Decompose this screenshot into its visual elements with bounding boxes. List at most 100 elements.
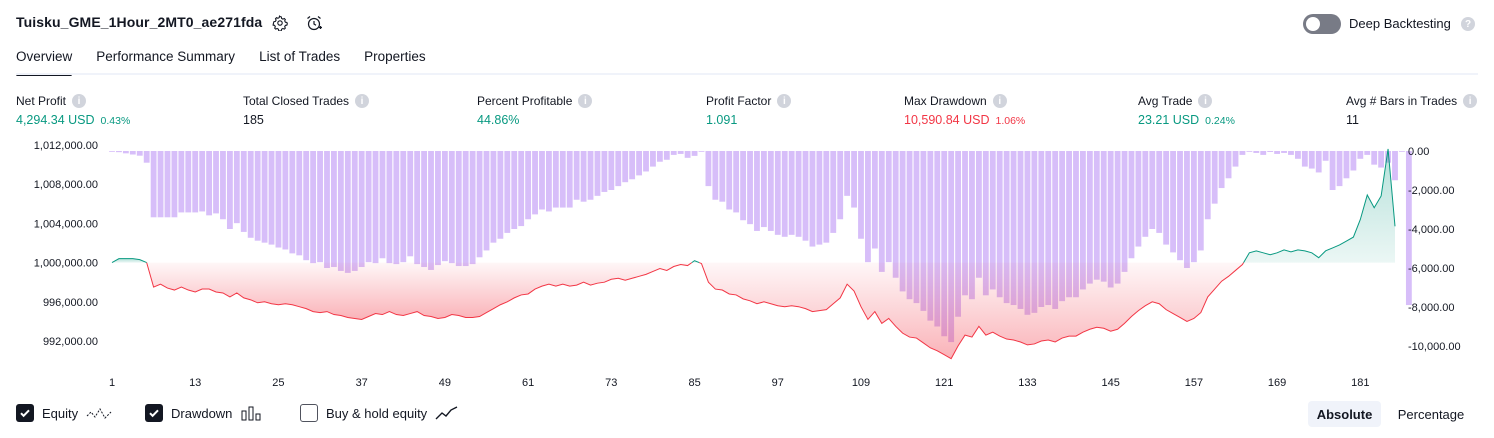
drawdown-bar	[157, 151, 164, 218]
drawdown-bar	[573, 151, 580, 200]
drawdown-bar	[1371, 151, 1378, 165]
drawdown-bar	[317, 151, 323, 263]
legend-drawdown[interactable]: Drawdown	[145, 404, 262, 422]
drawdown-bar	[275, 151, 282, 248]
drawdown-bar	[712, 151, 719, 200]
metric-value: 23.21 USD	[1138, 113, 1200, 127]
info-icon[interactable]: i	[355, 94, 370, 108]
buy-hold-line-icon	[435, 406, 458, 420]
right-axis-tick: -10,000.00	[1408, 341, 1461, 353]
drawdown-bar	[1045, 151, 1052, 306]
buy-hold-checkbox[interactable]	[300, 404, 318, 422]
drawdown-bar	[774, 151, 781, 235]
drawdown-bar	[934, 151, 941, 327]
x-axis-tick: 133	[1018, 377, 1036, 389]
drawdown-bar	[1142, 151, 1149, 237]
drawdown-bar	[989, 151, 996, 290]
drawdown-bar	[552, 151, 559, 208]
drawdown-bar	[1267, 151, 1274, 152]
x-axis-tick: 61	[522, 377, 534, 389]
drawdown-bar	[892, 151, 899, 278]
drawdown-bar	[955, 151, 961, 317]
settings-button[interactable]	[270, 13, 290, 33]
drawdown-bar	[428, 151, 434, 270]
drawdown-bar	[871, 151, 878, 249]
metric-avg-bars-in-trades: Avg # Bars in Trades i 11	[1346, 94, 1478, 127]
drawdown-bar	[358, 151, 365, 268]
drawdown-bar	[1086, 151, 1093, 284]
drawdown-bar	[691, 151, 698, 156]
legend-buy-hold[interactable]: Buy & hold equity	[300, 404, 459, 422]
left-axis-tick: 1,000,000.00	[34, 258, 98, 270]
left-axis-tick: 1,012,000.00	[34, 140, 98, 152]
drawdown-bar	[969, 151, 975, 300]
drawdown-bar	[337, 151, 344, 271]
legend-equity[interactable]: Equity	[16, 404, 112, 422]
drawdown-bar	[171, 151, 178, 218]
drawdown-bar	[802, 151, 809, 241]
drawdown-bar	[455, 151, 462, 267]
equity-drawdown-chart[interactable]: 1,012,000.00 1,008,000.00 1,004,000.00 1,00…	[0, 135, 1494, 395]
percentage-button[interactable]: Percentage	[1397, 406, 1465, 422]
drawdown-bar	[1031, 151, 1038, 313]
metric-percent: 0.43%	[100, 115, 131, 127]
legend-label: Drawdown	[171, 405, 233, 421]
drawdown-bar	[858, 151, 864, 239]
report-tabs: Overview Performance Summary List of Tra…	[16, 49, 426, 76]
drawdown-bar	[906, 151, 913, 300]
drawdown-bar	[622, 151, 629, 183]
metric-avg-trade: Avg Trade i 23.21 USD 0.24%	[1138, 94, 1235, 127]
drawdown-bar	[1246, 151, 1253, 152]
tab-list-of-trades[interactable]: List of Trades	[259, 49, 341, 64]
drawdown-bar	[885, 151, 892, 263]
equity-line	[146, 262, 693, 320]
drawdown-bar	[525, 151, 532, 220]
drawdown-bar	[851, 151, 857, 208]
drawdown-checkbox[interactable]	[145, 404, 163, 422]
drawdown-bar	[282, 151, 289, 250]
drawdown-bar	[1225, 151, 1232, 179]
equity-area-below	[699, 262, 1244, 359]
equity-checkbox[interactable]	[16, 404, 34, 422]
drawdown-bar	[1149, 151, 1156, 229]
equity-line	[698, 262, 1245, 360]
info-icon[interactable]: i	[578, 94, 593, 108]
info-icon[interactable]: i	[1463, 94, 1478, 108]
equity-area-above	[1243, 148, 1395, 263]
info-icon[interactable]: i	[1198, 94, 1213, 108]
drawdown-bar	[150, 151, 157, 218]
metric-percent: 0.24%	[1205, 115, 1235, 127]
equity-area-below	[146, 262, 692, 320]
tab-overview[interactable]: Overview	[16, 49, 73, 76]
deep-backtesting-toggle[interactable]	[1303, 14, 1341, 34]
metric-value: 44.86%	[477, 113, 520, 127]
add-alert-button[interactable]	[304, 13, 324, 33]
drawdown-bar	[490, 151, 497, 243]
metric-value: 10,590.84 USD	[904, 113, 990, 127]
drawdown-bar	[1010, 151, 1017, 306]
drawdown-bar	[213, 151, 219, 214]
drawdown-bar	[698, 151, 705, 152]
drawdown-bar	[733, 151, 740, 213]
drawdown-bar	[767, 151, 774, 231]
info-icon[interactable]: i	[777, 94, 792, 108]
drawdown-bar	[781, 151, 788, 237]
alarm-clock-icon	[307, 16, 322, 31]
drawdown-bar	[220, 151, 226, 220]
gear-icon	[272, 15, 288, 31]
metric-profit-factor: Profit Factor i 1.091	[706, 94, 792, 127]
drawdown-bar	[982, 151, 989, 296]
drawdown-bar	[1295, 151, 1301, 159]
drawdown-bar	[927, 151, 934, 321]
tab-performance-summary[interactable]: Performance Summary	[96, 49, 236, 64]
drawdown-bar	[185, 151, 192, 213]
drawdown-bar	[1073, 151, 1079, 298]
drawdown-bar	[1239, 151, 1246, 155]
absolute-button[interactable]: Absolute	[1308, 401, 1381, 427]
info-icon[interactable]: i	[72, 94, 87, 108]
info-icon[interactable]: i	[992, 94, 1007, 108]
drawdown-bar	[809, 151, 816, 247]
question-icon[interactable]: ?	[1461, 17, 1475, 31]
x-axis-tick: 25	[272, 377, 284, 389]
tab-properties[interactable]: Properties	[364, 49, 426, 64]
